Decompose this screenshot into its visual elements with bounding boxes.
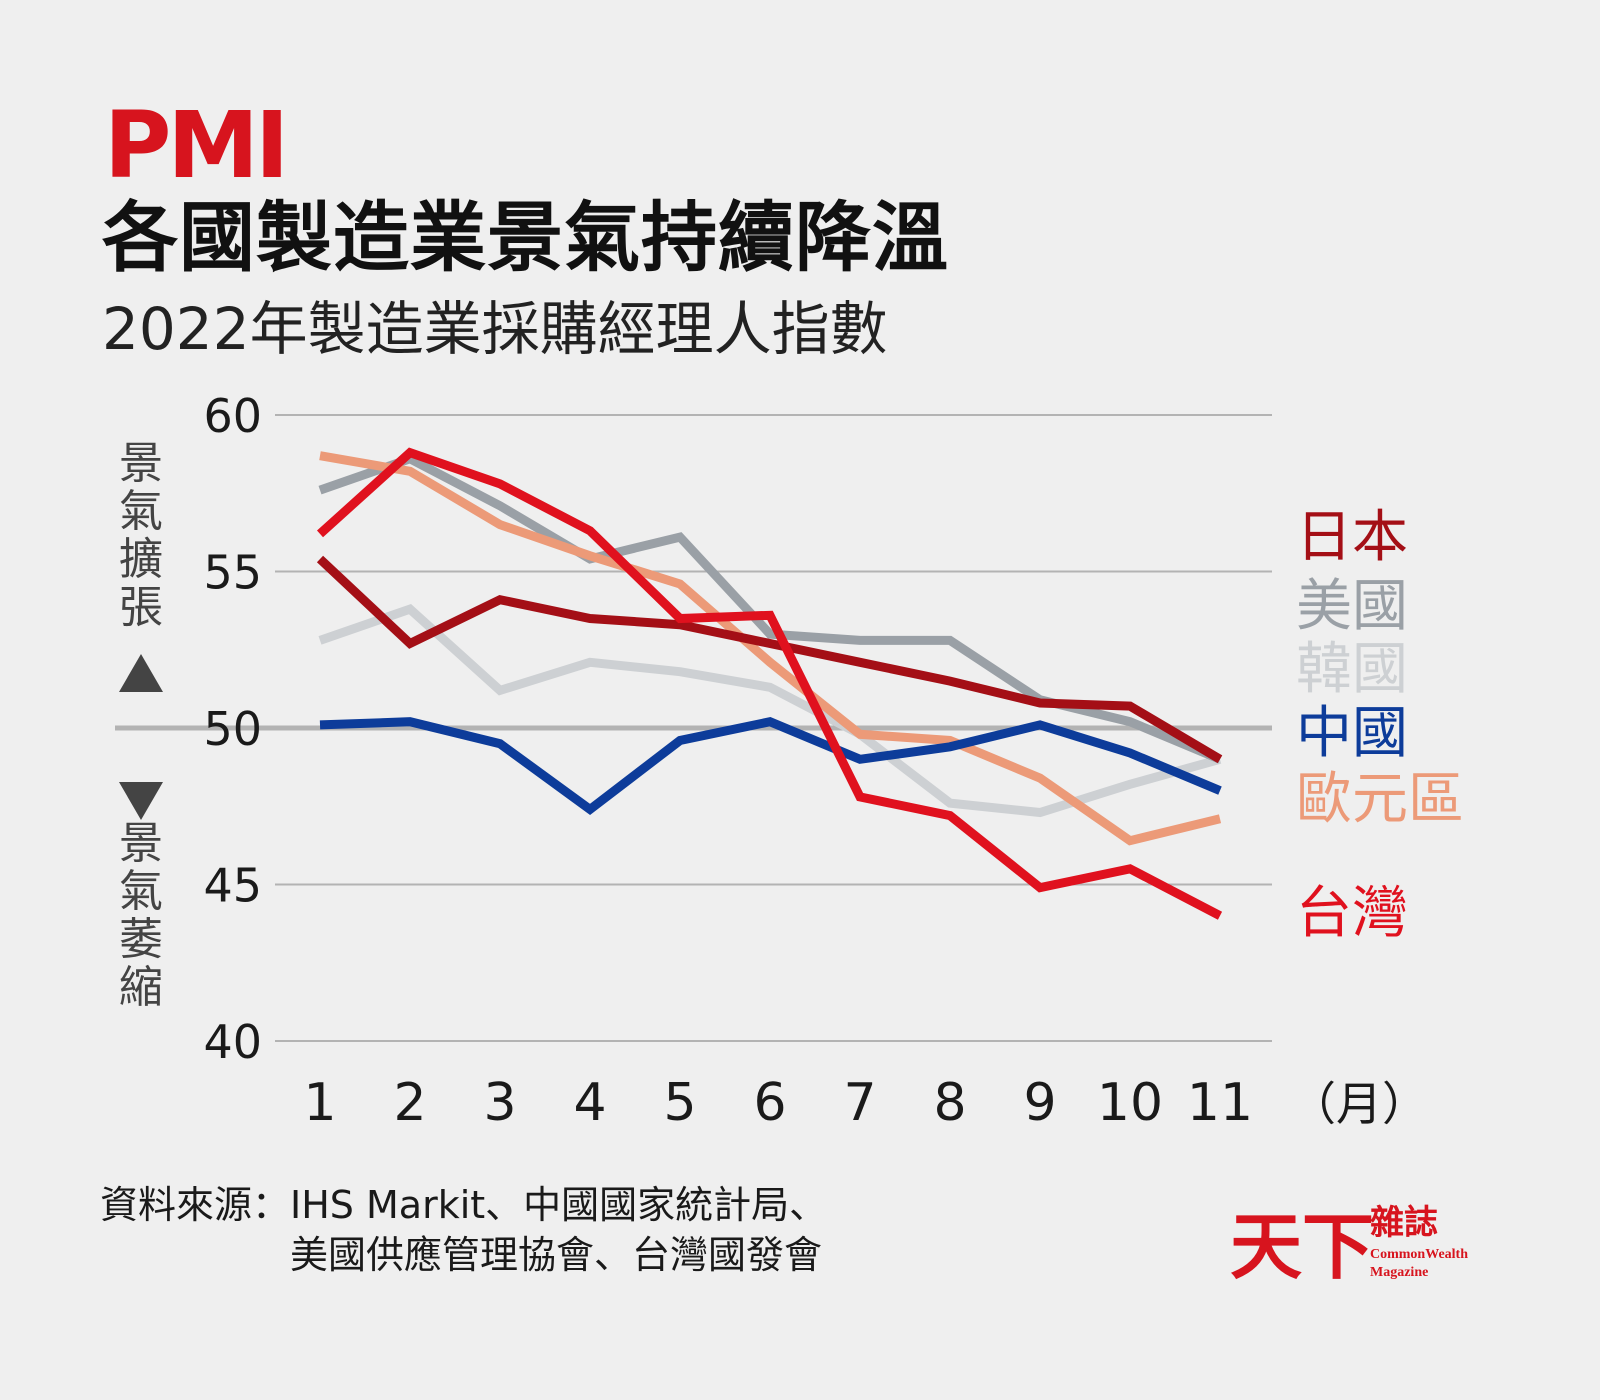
x-tick-label: 3 xyxy=(483,1073,516,1133)
y-tick-label: 45 xyxy=(203,859,262,913)
y-tick-label: 50 xyxy=(203,702,262,756)
source-line-2: 美國供應管理協會、台灣國發會 xyxy=(290,1233,823,1277)
x-tick-label: 9 xyxy=(1023,1073,1056,1133)
legend-label: 美國 xyxy=(1296,574,1408,639)
series-line-歐元區 xyxy=(319,451,1222,846)
legend-label: 台灣 xyxy=(1296,881,1408,946)
up-triangle-icon xyxy=(119,654,163,692)
source-label: 資料來源： xyxy=(100,1183,291,1227)
series-line-台灣 xyxy=(316,447,1223,920)
expansion-label: 景氣擴張 xyxy=(119,438,163,633)
x-tick-label: 8 xyxy=(933,1073,966,1133)
x-tick-label: 2 xyxy=(393,1073,426,1133)
y-tick-label: 60 xyxy=(203,389,262,443)
series-line-日本 xyxy=(316,555,1223,764)
x-tick-label: 5 xyxy=(663,1073,696,1133)
logo-en-text-1: CommonWealth xyxy=(1370,1247,1468,1262)
commonwealth-logo: 天下 雜誌 CommonWealth Magazine xyxy=(1230,1203,1468,1289)
chart-headline: 各國製造業景氣持續降溫 xyxy=(102,193,949,282)
y-tick-label: 40 xyxy=(203,1015,262,1069)
x-tick-label: 6 xyxy=(753,1073,786,1133)
contraction-label: 景氣萎縮 xyxy=(119,818,163,1013)
x-tick-label: 10 xyxy=(1097,1073,1163,1133)
y-tick-label: 55 xyxy=(203,546,262,600)
series-line-中國 xyxy=(319,717,1222,816)
legend-label: 中國 xyxy=(1296,701,1408,766)
logo-cn-text: 雜誌 xyxy=(1370,1203,1438,1243)
legend-label: 歐元區 xyxy=(1296,767,1464,832)
x-axis-unit: （月） xyxy=(1290,1077,1428,1131)
legend-label: 日本 xyxy=(1296,505,1408,570)
chart-title: PMI xyxy=(104,92,289,199)
x-tick-label: 1 xyxy=(303,1073,336,1133)
x-tick-label: 11 xyxy=(1187,1073,1253,1133)
down-triangle-icon xyxy=(119,782,163,820)
source-note: 資料來源： IHS Markit、中國國家統計局、 美國供應管理協會、台灣國發會 xyxy=(100,1180,827,1280)
source-line-1: IHS Markit、中國國家統計局、 xyxy=(290,1183,828,1227)
logo-en-text-2: Magazine xyxy=(1370,1265,1428,1280)
series-line-美國 xyxy=(318,453,1222,764)
legend-label: 韓國 xyxy=(1296,637,1408,702)
x-tick-label: 4 xyxy=(573,1073,606,1133)
chart-subtitle: 2022年製造業採購經理人指數 xyxy=(102,295,888,363)
logo-main-text: 天下 xyxy=(1230,1204,1374,1289)
x-tick-label: 7 xyxy=(843,1073,876,1133)
